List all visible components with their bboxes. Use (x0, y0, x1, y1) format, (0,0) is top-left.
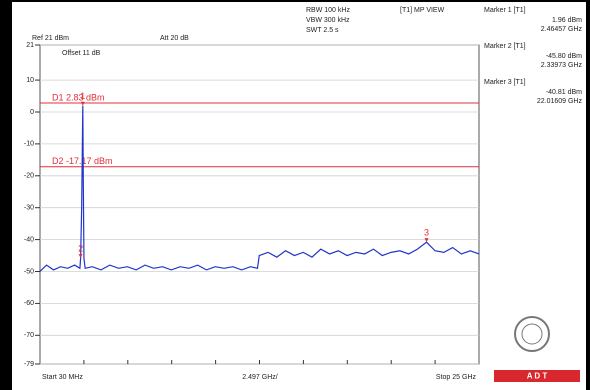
rbw: RBW 100 kHz (306, 7, 350, 14)
x-span-label: 2.497 GHz/ (242, 374, 277, 381)
marker-level: 1.96 dBm (552, 17, 582, 24)
sweep-time: SWT 2.5 s (306, 27, 339, 34)
marker-label: 3 (424, 228, 429, 238)
marker-level: -40.81 dBm (546, 89, 582, 96)
marker-level: -45.80 dBm (546, 53, 582, 60)
offset: Offset 11 dB (62, 50, 101, 57)
ref-level: Ref 21 dBm (32, 35, 69, 42)
marker (78, 254, 83, 259)
marker-label: 2 (78, 243, 83, 253)
bv-logo-inner (521, 323, 543, 345)
logo-box (494, 370, 580, 382)
bv-logo (514, 316, 550, 352)
top-border (12, 0, 590, 2)
y-tick-label: -40 (24, 236, 34, 243)
marker-title: Marker 3 [T1] (484, 79, 526, 86)
y-tick-label: -50 (24, 268, 34, 275)
marker (424, 238, 429, 243)
vbw: VBW 300 kHz (306, 17, 350, 24)
display-line-label: D1 2.83 dBm (52, 92, 105, 102)
left-border (0, 0, 12, 390)
y-tick-label: -79 (24, 361, 34, 368)
trace (39, 105, 480, 272)
y-tick-label: 21 (26, 42, 34, 49)
right-border (586, 0, 590, 390)
marker-frequency: 2.33973 GHz (541, 62, 583, 69)
marker-label: 1 (80, 91, 85, 101)
y-tick-label: -60 (24, 300, 34, 307)
logo-text: A D T (527, 372, 548, 381)
y-tick-label: -10 (24, 141, 34, 148)
marker-frequency: 22.01609 GHz (537, 98, 583, 105)
attenuation: Att 20 dB (160, 35, 189, 42)
y-tick-label: -70 (24, 332, 34, 339)
x-stop-label: Stop 25 GHz (436, 374, 477, 381)
y-tick-label: 0 (30, 109, 34, 116)
marker-title: Marker 1 [T1] (484, 7, 526, 14)
marker-frequency: 2.46457 GHz (541, 26, 583, 33)
y-tick-label: -20 (24, 173, 34, 180)
marker-title: Marker 2 [T1] (484, 43, 526, 50)
marker (80, 101, 85, 106)
y-tick-label: 10 (26, 77, 34, 84)
y-tick-label: -30 (24, 205, 34, 212)
trace-view: [T1] MP VIEW (400, 7, 445, 14)
x-start-label: Start 30 MHz (42, 374, 83, 381)
